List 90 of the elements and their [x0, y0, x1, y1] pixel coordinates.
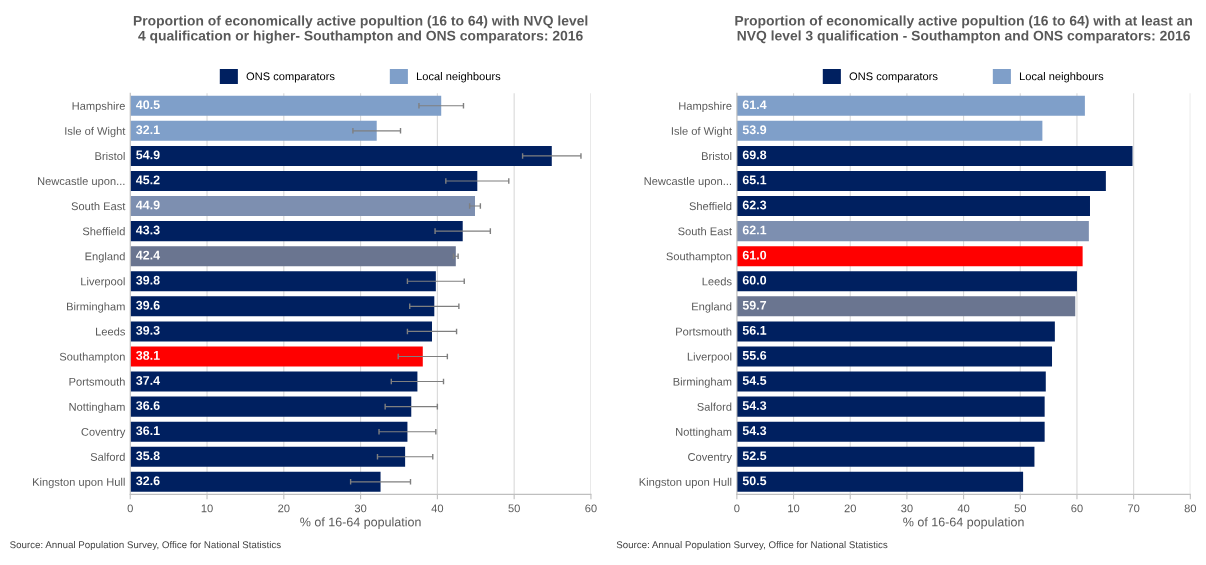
source-note: Source: Annual Population Survey, Office for National Statistics: [616, 541, 888, 551]
data-label: 32.6: [136, 476, 160, 486]
data-label: 59.7: [742, 300, 767, 310]
legend-label: Local neighbours: [416, 72, 501, 83]
data-label: 38.1: [136, 350, 160, 360]
data-label: 39.6: [136, 300, 160, 310]
y-tick-label: Coventry: [688, 453, 732, 464]
x-tick-label: 10: [201, 504, 213, 513]
source-note: Source: Annual Population Survey, Office for National Statistics: [10, 541, 281, 551]
y-tick-label: Liverpool: [687, 352, 732, 363]
x-tick-label: 10: [788, 504, 800, 513]
data-label: 36.1: [136, 426, 160, 436]
y-tick-label: Birmingham: [673, 377, 732, 388]
y-tick-label: Isle of Wight: [671, 126, 732, 138]
y-tick-label: Bristol: [95, 151, 125, 161]
x-tick-label: 40: [431, 504, 444, 513]
x-axis-title: % of 16-64 population: [903, 517, 1024, 529]
x-tick-label: 50: [1014, 504, 1027, 513]
data-label: 62.3: [742, 200, 767, 210]
y-tick-label: Birmingham: [67, 302, 125, 313]
y-tick-label: Newcastle upon...: [37, 176, 125, 188]
data-label: 61.4: [742, 100, 767, 110]
data-label: 43.3: [135, 225, 160, 235]
data-label: 54.9: [136, 150, 160, 160]
data-label: 61.0: [742, 250, 767, 260]
x-tick-label: 20: [844, 504, 856, 513]
data-label: 62.1: [742, 225, 767, 235]
y-tick-label: Portsmouth: [676, 327, 732, 336]
y-tick-label: Nottingham: [676, 427, 732, 439]
data-label: 69.8: [742, 150, 767, 160]
y-tick-label: Leeds: [702, 277, 732, 286]
data-label: 55.6: [742, 350, 767, 360]
y-tick-label: Southampton: [59, 352, 125, 363]
y-tick-label: Bristol: [702, 151, 732, 161]
y-tick-label: Nottingham: [69, 402, 125, 413]
x-tick-label: 60: [585, 504, 597, 513]
data-label: 56.1: [742, 325, 767, 335]
data-label: 45.2: [135, 175, 160, 185]
y-tick-label: Kingston upon Hull: [639, 477, 732, 489]
legend-label: ONS comparators: [849, 72, 938, 83]
y-tick-label: Hampshire: [72, 101, 125, 113]
data-label: 54.3: [742, 426, 767, 436]
data-label: 35.8: [136, 451, 160, 461]
data-label: 36.6: [136, 401, 160, 410]
x-tick-label: 0: [127, 504, 133, 513]
y-tick-label: Hampshire: [679, 101, 732, 113]
y-tick-label: South East: [678, 227, 732, 236]
legend-label: Local neighbours: [1019, 72, 1104, 83]
y-tick-label: Leeds: [96, 327, 125, 336]
y-tick-label: Liverpool: [81, 277, 125, 288]
y-tick-label: England: [692, 302, 732, 313]
y-tick-label: Isle of Wight: [65, 126, 126, 138]
chart-title: Proportion of economically active popultion (16 to 64) with NVQ level 4 qualification or higher- Southampton and ONS comparators: 2016: [133, 15, 588, 44]
y-tick-label: Newcastle upon...: [644, 176, 731, 188]
x-tick-label: 50: [508, 504, 520, 513]
x-axis-title: % of 16-64 population: [300, 517, 421, 529]
y-tick-label: England: [85, 252, 125, 263]
data-label: 44.9: [135, 200, 160, 210]
data-label: 42.4: [135, 250, 161, 260]
y-tick-label: Southampton: [666, 252, 732, 263]
x-tick-label: 30: [354, 504, 367, 513]
data-label: 52.5: [742, 451, 767, 461]
x-tick-label: 20: [278, 504, 290, 513]
data-label: 40.5: [135, 100, 160, 110]
x-tick-label: 40: [957, 504, 970, 513]
y-tick-label: Portsmouth: [69, 377, 125, 386]
x-tick-label: 30: [901, 504, 913, 513]
data-label: 53.9: [742, 125, 767, 135]
data-label: 50.5: [742, 476, 767, 486]
data-label: 65.1: [742, 175, 767, 185]
x-tick-label: 80: [1184, 504, 1197, 513]
y-tick-label: Coventry: [81, 427, 126, 439]
data-label: 54.5: [742, 376, 767, 385]
data-label: 54.3: [742, 401, 767, 410]
data-label: 60.0: [742, 275, 767, 285]
data-label: 37.4: [136, 376, 161, 385]
x-tick-label: 70: [1128, 504, 1140, 513]
x-tick-label: 60: [1071, 504, 1083, 513]
y-tick-label: Sheffield: [689, 202, 732, 211]
data-label: 39.8: [136, 275, 160, 285]
y-tick-label: Kingston upon Hull: [33, 477, 125, 489]
y-tick-label: Salford: [697, 402, 732, 411]
chart-title: Proportion of economically active popultion (16 to 64) with at least an NVQ level 3 qualification - Southampton and ONS comparators: 2016: [735, 15, 1192, 44]
y-tick-label: South East: [71, 202, 126, 211]
y-tick-label: Salford: [90, 452, 125, 461]
y-tick-label: Sheffield: [82, 227, 125, 236]
x-tick-label: 0: [734, 504, 740, 513]
data-label: 32.1: [136, 125, 160, 135]
data-label: 39.3: [136, 325, 160, 335]
legend-label: ONS comparators: [246, 72, 335, 83]
